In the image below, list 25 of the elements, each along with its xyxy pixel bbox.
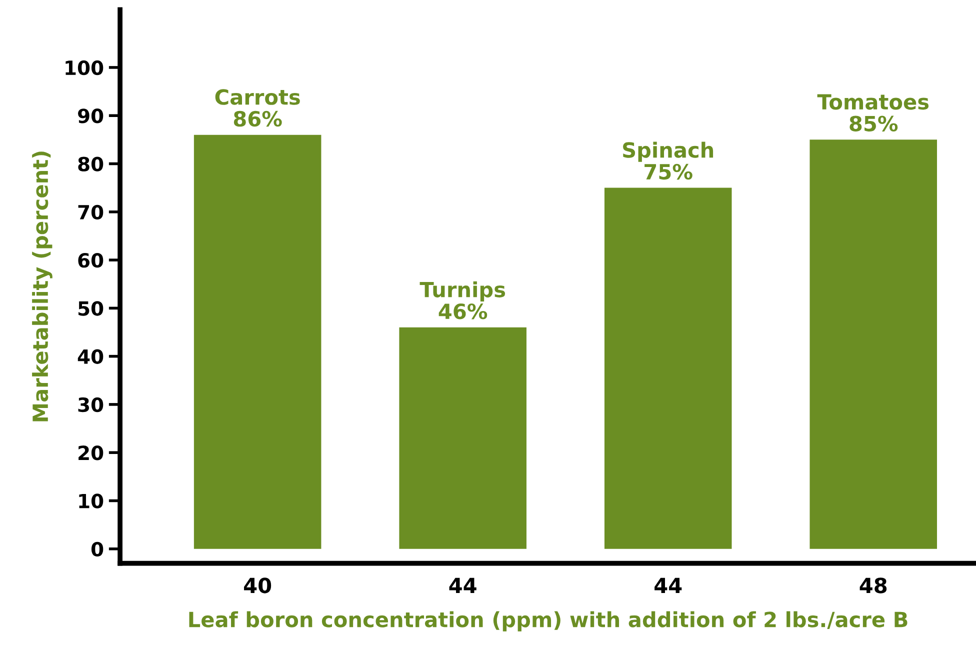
y-tick-label: 70 bbox=[78, 204, 104, 220]
y-tick-label: 20 bbox=[78, 446, 104, 460]
x-tick-label: 44 bbox=[449, 578, 476, 594]
y-tick-label: 60 bbox=[78, 252, 104, 268]
y-tick-label: 80 bbox=[78, 156, 104, 172]
bar bbox=[810, 140, 937, 549]
x-tick-label: 40 bbox=[244, 578, 272, 594]
bar bbox=[604, 188, 732, 549]
y-tick-label: 30 bbox=[78, 397, 104, 412]
x-tick-label: 44 bbox=[654, 578, 682, 594]
y-tick-label: 0 bbox=[91, 542, 104, 557]
data-label: Tomatoes 85% bbox=[817, 94, 929, 132]
y-axis-title: Marketability (percent) bbox=[32, 152, 52, 422]
x-tick-label: 48 bbox=[860, 578, 887, 594]
x-axis-title: Leaf boron concentration (ppm) with addition of 2 lbs./acre B bbox=[189, 611, 908, 632]
bar bbox=[399, 327, 526, 549]
data-label: Turnips 46% bbox=[420, 281, 506, 320]
y-tick-label: 50 bbox=[78, 301, 104, 316]
bar bbox=[194, 134, 322, 549]
y-tick-label: 10 bbox=[79, 494, 104, 508]
data-label: Spinach 75% bbox=[623, 142, 714, 180]
y-tick-label: 100 bbox=[66, 60, 104, 76]
y-tick-label: 40 bbox=[78, 349, 104, 364]
data-label: Carrots 86% bbox=[215, 89, 300, 127]
y-tick-label: 90 bbox=[78, 108, 104, 124]
